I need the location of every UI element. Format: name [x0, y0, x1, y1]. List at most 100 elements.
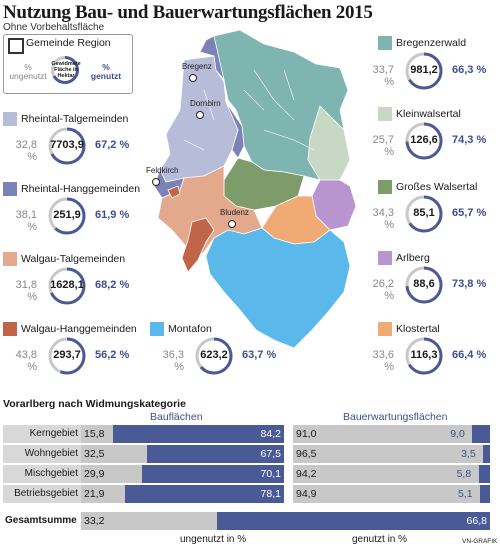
- region-ring: [48, 197, 86, 235]
- region-value: 251,9: [53, 209, 81, 221]
- region-genutzt: 66,3 %: [452, 64, 487, 76]
- bar-ungenutzt: 32,5: [81, 445, 147, 463]
- ring-genutzt: [405, 266, 443, 304]
- map-region-montafon: [205, 227, 351, 349]
- bar-label-genutzt: 3,5: [461, 448, 476, 460]
- legend-region-label: Gemeinde Region: [26, 37, 111, 49]
- region-color-chip: [378, 251, 392, 265]
- bar-label-ungenutzt: 96,5: [296, 448, 317, 460]
- ring-genutzt: [405, 52, 443, 90]
- bar-genutzt: 70,1: [141, 465, 284, 483]
- map-region-walgau-hang: [167, 185, 215, 273]
- legend-ring: [51, 56, 79, 84]
- region-genutzt: 73,8 %: [452, 278, 487, 290]
- region-value: 88,6: [413, 278, 435, 290]
- bar-ungenutzt: 94,9: [293, 485, 480, 503]
- town-feldkirch: Feldkirch: [146, 166, 179, 175]
- bar-label-ungenutzt: 29,9: [84, 468, 105, 480]
- legend-ring-label: Gewidmete Fläche in Hektar: [51, 61, 81, 79]
- bar-bauerwartungsflaechen: 94,2 5,8: [293, 465, 490, 483]
- region-color-chip: [378, 107, 392, 121]
- region-genutzt: 65,7 %: [452, 207, 487, 219]
- region-color-chip: [3, 252, 17, 266]
- bar-ungenutzt: 21,9: [81, 485, 126, 503]
- region-name: Großes Walsertal: [396, 181, 478, 193]
- region-label-8: Arlberg: [378, 251, 430, 265]
- bar-bauerwartungsflaechen: 94,9 5,1: [293, 485, 490, 503]
- legend-square: [8, 38, 24, 54]
- bar-genutzt: 9,0: [450, 425, 490, 443]
- town-bregenz: Bregenz: [182, 62, 212, 71]
- region-value: 126,6: [410, 134, 438, 146]
- town-dot-bregenz: [189, 74, 197, 82]
- region-ungenutzt: 31,8 %: [15, 279, 37, 303]
- region-name: Kleinwalsertal: [396, 108, 461, 120]
- table-row: Wohngebiet 32,5 67,5 96,5 3,5: [3, 445, 497, 463]
- region-name: Bregenzerwald: [396, 37, 467, 49]
- region-value: 293,7: [53, 349, 81, 361]
- region-ring: [405, 52, 443, 90]
- region-label-0: Rheintal-Talgemeinden: [3, 112, 128, 126]
- bar-label-genutzt: 78,1: [260, 488, 281, 500]
- bar-label-ungenutzt: 15,8: [84, 428, 105, 440]
- region-ungenutzt: 32,8 %: [15, 139, 37, 163]
- region-ungenutzt: 26,2 %: [372, 278, 394, 302]
- bar-label-genutzt: 5,1: [457, 488, 473, 500]
- region-value: 85,1: [413, 207, 435, 219]
- region-color-chip: [3, 112, 17, 126]
- region-genutzt: 56,2 %: [95, 349, 130, 361]
- region-color-chip: [150, 322, 164, 336]
- row-category: Gesamtsumme: [5, 515, 77, 526]
- region-stat: 31,8 % 1628,1 68,2 %: [3, 267, 133, 305]
- bar-label-ungenutzt: 21,9: [84, 488, 105, 500]
- bar-ungenutzt: 91,0: [293, 425, 473, 443]
- region-genutzt: 68,2 %: [95, 279, 130, 291]
- region-ungenutzt: 43,8 %: [15, 349, 37, 373]
- region-ungenutzt: 33,7 %: [372, 64, 394, 88]
- region-stat: 34,3 % 85,1 65,7 %: [360, 195, 490, 233]
- col-title-bauflaechen: Bauflächen: [150, 411, 203, 423]
- ring-genutzt: [405, 195, 443, 233]
- legend-ungenutzt-label: ungenutzt in %: [180, 534, 247, 545]
- ring-genutzt: [48, 267, 86, 305]
- bar-bauerwartungsflaechen: 91,0 9,0: [293, 425, 490, 443]
- table-row: Kerngebiet 15,8 84,2 91,0 9,0: [3, 425, 497, 443]
- region-ring: [48, 337, 86, 375]
- region-label-9: Klostertal: [378, 322, 440, 336]
- bar-bauflaechen: 21,9 78,1: [81, 485, 284, 503]
- region-ring: [48, 127, 86, 165]
- region-stat: 36,3 % 623,2 63,7 %: [150, 337, 280, 375]
- table-row: Mischgebiet 29,9 70,1 94,2 5,8: [3, 465, 497, 483]
- bar-label-ungenutzt: 91,0: [296, 428, 317, 440]
- bar-genutzt: 5,1: [458, 485, 490, 503]
- region-label-4: Montafon: [150, 322, 212, 336]
- region-genutzt: 61,9 %: [95, 209, 130, 221]
- region-genutzt: 67,2 %: [95, 139, 130, 151]
- row-category: Wohngebiet: [3, 445, 81, 463]
- legend-ungenutzt: % ungenutzt: [9, 62, 47, 81]
- region-ring: [195, 337, 233, 375]
- region-label-5: Bregenzerwald: [378, 36, 466, 50]
- bar-label-ungenutzt: 94,2: [296, 468, 317, 480]
- ring-genutzt: [405, 337, 443, 375]
- region-name: Klostertal: [396, 323, 440, 335]
- table-row: Betriebsgebiet 21,9 78,1 94,9 5,1: [3, 485, 497, 503]
- town-dot-bludenz: [228, 220, 236, 228]
- region-color-chip: [378, 180, 392, 194]
- bar-bauflaechen: 15,8 84,2: [81, 425, 284, 443]
- ring-genutzt: [195, 337, 233, 375]
- region-genutzt: 66,4 %: [452, 349, 487, 361]
- region-name: Arlberg: [396, 252, 430, 264]
- bar-bauerwartungsflaechen: 96,5 3,5: [293, 445, 490, 463]
- col-title-bauerwartungsflaechen: Bauerwartungsflächen: [343, 411, 448, 423]
- bar-bauflaechen: 32,5 67,5: [81, 445, 284, 463]
- ring-genutzt: [48, 197, 86, 235]
- region-stat: 33,7 % 981,2 66,3 %: [360, 52, 490, 90]
- bar-label-genutzt: 9,0: [450, 428, 465, 440]
- bar-genutzt: 78,1: [125, 485, 284, 503]
- region-name: Walgau-Hanggemeinden: [21, 323, 137, 335]
- town-dornbirn: Dornbirn: [190, 99, 221, 108]
- region-ring: [405, 122, 443, 160]
- ring-genutzt: [48, 337, 86, 375]
- region-ungenutzt: 34,3 %: [372, 207, 394, 231]
